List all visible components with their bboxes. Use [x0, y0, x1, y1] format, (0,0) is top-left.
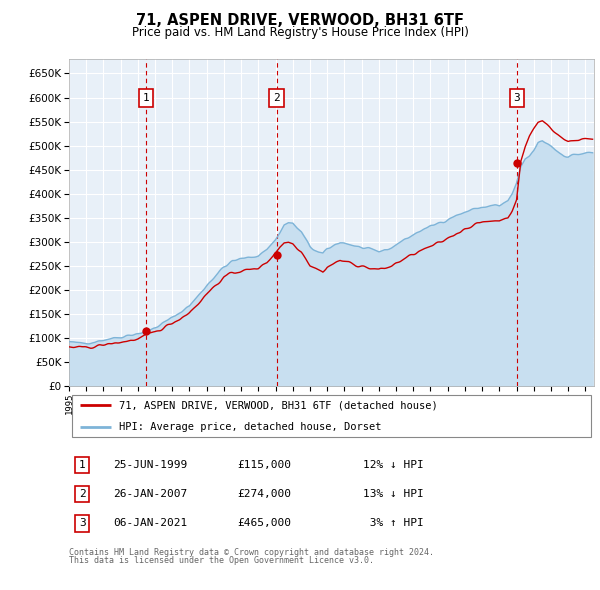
Text: 25-JUN-1999: 25-JUN-1999 [113, 460, 188, 470]
Text: Contains HM Land Registry data © Crown copyright and database right 2024.: Contains HM Land Registry data © Crown c… [69, 548, 434, 556]
Text: 26-JAN-2007: 26-JAN-2007 [113, 489, 188, 499]
Text: 2: 2 [274, 93, 280, 103]
Text: 06-JAN-2021: 06-JAN-2021 [113, 519, 188, 529]
Text: 3: 3 [79, 519, 86, 529]
Text: Price paid vs. HM Land Registry's House Price Index (HPI): Price paid vs. HM Land Registry's House … [131, 26, 469, 39]
Text: 71, ASPEN DRIVE, VERWOOD, BH31 6TF: 71, ASPEN DRIVE, VERWOOD, BH31 6TF [136, 13, 464, 28]
Text: 1: 1 [79, 460, 86, 470]
Text: 3% ↑ HPI: 3% ↑ HPI [363, 519, 424, 529]
Text: This data is licensed under the Open Government Licence v3.0.: This data is licensed under the Open Gov… [69, 556, 374, 565]
Text: £465,000: £465,000 [237, 519, 291, 529]
Text: £274,000: £274,000 [237, 489, 291, 499]
Text: 12% ↓ HPI: 12% ↓ HPI [363, 460, 424, 470]
Text: 3: 3 [514, 93, 520, 103]
FancyBboxPatch shape [71, 395, 592, 437]
Text: 1: 1 [143, 93, 149, 103]
Text: £115,000: £115,000 [237, 460, 291, 470]
Text: HPI: Average price, detached house, Dorset: HPI: Average price, detached house, Dors… [119, 422, 382, 432]
Text: 71, ASPEN DRIVE, VERWOOD, BH31 6TF (detached house): 71, ASPEN DRIVE, VERWOOD, BH31 6TF (deta… [119, 400, 437, 410]
Text: 2: 2 [79, 489, 86, 499]
Text: 13% ↓ HPI: 13% ↓ HPI [363, 489, 424, 499]
